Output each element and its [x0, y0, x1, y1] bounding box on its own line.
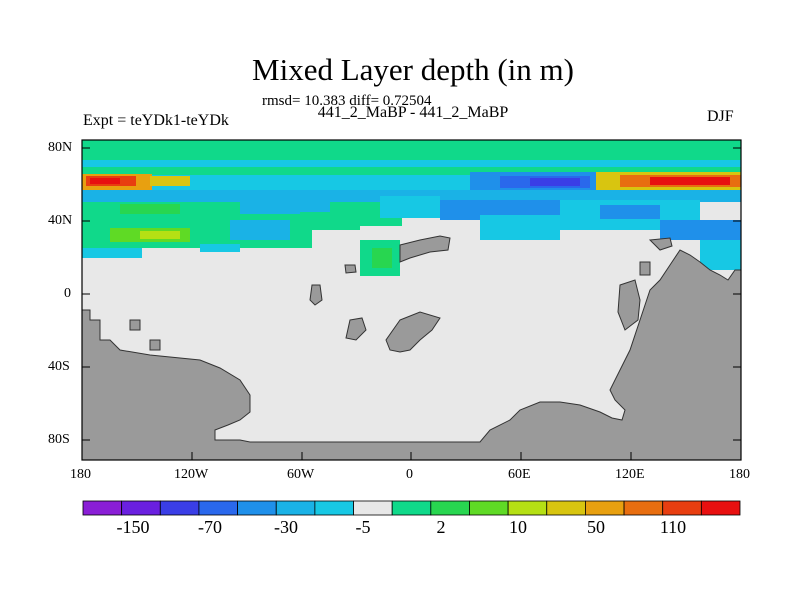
colorbar-label: -70	[198, 517, 222, 537]
colorbar-swatch	[391, 500, 432, 516]
colorbar-label: -150	[116, 517, 150, 537]
colorbar-swatch	[430, 500, 470, 516]
colorbar-swatch	[546, 500, 586, 516]
colorbar-label: 10	[509, 517, 527, 537]
colorbar-label: 50	[587, 517, 605, 537]
experiment-label: Expt = teYDk1-teYDk	[83, 112, 229, 129]
colorbar-swatch	[198, 500, 238, 516]
colorbar-swatch	[585, 500, 625, 516]
lon-tick-label: 180	[729, 467, 750, 482]
colorbar-swatch	[662, 500, 702, 516]
colorbar-swatch	[237, 500, 277, 516]
colorbar-swatch	[314, 500, 354, 516]
lat-tick-label: 80N	[48, 140, 73, 155]
lon-tick-label: 180	[70, 467, 91, 482]
colorbar-label: 110	[659, 517, 687, 537]
colorbar-swatch	[469, 500, 509, 516]
lat-tick-label: 40N	[48, 213, 73, 228]
colorbar-swatch	[82, 500, 123, 516]
stats-line: rmsd= 10.383 diff= 0.72504	[262, 93, 432, 109]
lat-tick-label: 40S	[48, 359, 70, 374]
colorbar-swatch	[353, 500, 393, 516]
lon-tick-label: 0	[406, 467, 413, 482]
northern-anomaly-field	[82, 140, 741, 276]
lat-tick-label: 80S	[48, 432, 70, 447]
colorbar-label: -5	[355, 517, 371, 537]
colorbar-swatch	[159, 500, 200, 516]
colorbar-label: -30	[274, 517, 298, 537]
colorbar-swatch	[121, 500, 161, 516]
land-mask	[82, 235, 741, 460]
plot-title: Mixed Layer depth (in m)	[252, 52, 574, 87]
plot-subtitle: 441_2_MaBP - 441_2_MaBP	[317, 104, 509, 121]
plot-frame	[81, 139, 742, 461]
lon-tick-label: 120W	[174, 467, 209, 482]
season-label: DJF	[707, 108, 734, 125]
lon-tick-label: 60W	[287, 467, 315, 482]
colorbar	[82, 500, 741, 516]
colorbar-swatch	[700, 500, 741, 516]
colorbar-label: 2	[436, 517, 446, 537]
lon-tick-label: 60E	[508, 467, 531, 482]
colorbar-swatch	[275, 500, 316, 516]
lon-tick-label: 120E	[615, 467, 645, 482]
colorbar-swatch	[623, 500, 664, 516]
lat-tick-label: 0	[64, 286, 71, 301]
colorbar-swatch	[507, 500, 548, 516]
